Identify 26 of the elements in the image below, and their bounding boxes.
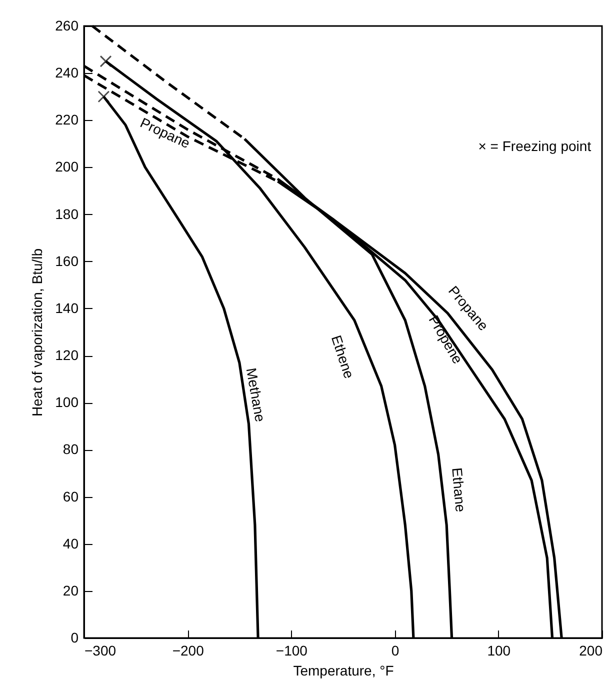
- annotation: Ethene: [328, 333, 358, 381]
- y-tick-label: 200: [55, 158, 79, 175]
- y-tick-label: 140: [55, 300, 79, 316]
- annotation: Ethane: [449, 467, 469, 513]
- y-tick-label: 160: [55, 252, 79, 269]
- y-tick-label: 60: [62, 488, 79, 504]
- y-tick-label: 260: [55, 18, 79, 34]
- x-axis-title: Temperature, °F: [293, 662, 394, 678]
- y-tick-label: 0: [70, 630, 79, 646]
- y-tick-label: 20: [62, 582, 79, 598]
- y-tick-label: 220: [55, 112, 79, 128]
- x-tick-label: −200: [172, 642, 204, 658]
- y-tick-label: 100: [55, 394, 79, 410]
- x-tick-label: −100: [276, 642, 308, 658]
- y-axis-title: Heat of vaporization, Btu/lb: [29, 248, 46, 417]
- annotation: Methane: [243, 366, 269, 424]
- y-tick-label: 80: [62, 441, 79, 458]
- annotation: × = Freezing point: [478, 138, 592, 154]
- y-tick-label: 40: [62, 535, 79, 552]
- x-tick-label: 100: [487, 642, 511, 658]
- x-tick-label: 200: [579, 642, 603, 658]
- y-tick-label: 120: [55, 347, 79, 364]
- x-tick-label: 0: [391, 642, 400, 658]
- y-tick-label: 180: [55, 206, 79, 222]
- x-tick-label: −300: [84, 642, 116, 658]
- y-tick-label: 240: [55, 64, 79, 81]
